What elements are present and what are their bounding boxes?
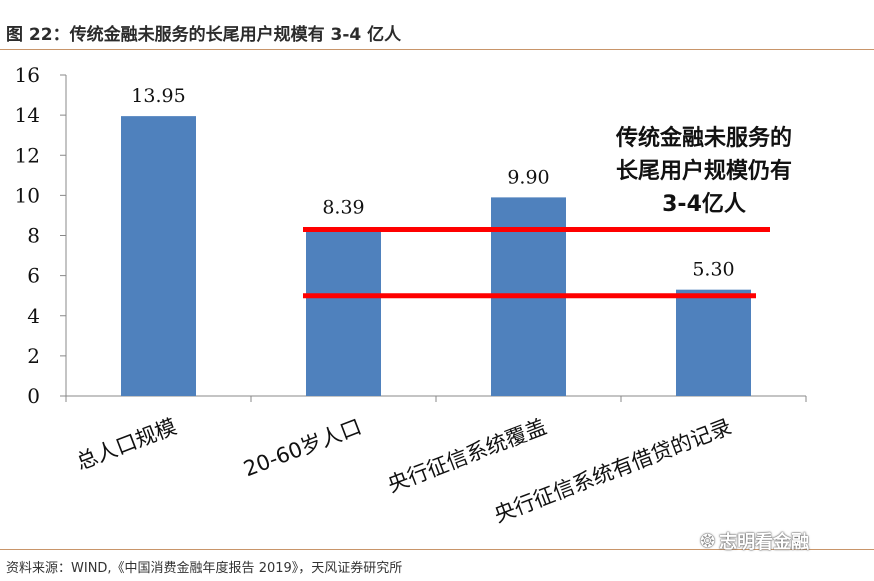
figure-title: 图 22：传统金融未服务的长尾用户规模有 3-4 亿人 bbox=[6, 25, 402, 45]
reference-lines bbox=[303, 226, 770, 299]
watermark: ❂ 志明看金融 bbox=[700, 528, 809, 554]
watermark-text: 志明看金融 bbox=[719, 532, 810, 553]
footer-divider bbox=[0, 549, 874, 550]
category-label: 20-60岁人口 bbox=[240, 414, 364, 481]
title-divider bbox=[0, 49, 874, 50]
y-tick-label: 14 bbox=[15, 103, 40, 127]
category-label: 央行征信系统覆盖 bbox=[384, 414, 549, 497]
y-tick-label: 4 bbox=[27, 304, 40, 328]
y-axis: 0 2 4 6 8 10 12 14 16 bbox=[15, 63, 67, 408]
bar-value-label: 13.95 bbox=[131, 85, 185, 107]
data-labels: 13.95 8.39 9.90 5.30 bbox=[131, 85, 734, 281]
annotation-line: 3-4亿人 bbox=[662, 192, 746, 217]
y-tick-label: 6 bbox=[27, 264, 40, 288]
bar bbox=[676, 289, 751, 396]
y-tick-label: 8 bbox=[27, 224, 40, 248]
bar bbox=[306, 227, 381, 396]
category-label: 总人口规模 bbox=[73, 414, 180, 474]
y-tick-label: 10 bbox=[15, 183, 40, 207]
y-tick-label: 0 bbox=[27, 384, 40, 408]
y-tick-label: 2 bbox=[27, 344, 40, 368]
bar-value-label: 5.30 bbox=[692, 259, 734, 281]
annotation-line: 传统金融未服务的 bbox=[615, 125, 792, 151]
x-axis bbox=[65, 395, 807, 402]
bar-value-label: 9.90 bbox=[507, 166, 549, 188]
wechat-icon: ❂ bbox=[700, 530, 716, 552]
y-tick-label: 12 bbox=[15, 143, 40, 167]
bar bbox=[121, 116, 196, 397]
y-tick-label: 16 bbox=[15, 63, 40, 87]
annotation-line: 长尾用户规模仍有 bbox=[616, 158, 792, 184]
bar-value-label: 8.39 bbox=[322, 197, 364, 219]
source-note: 资料来源：WIND,《中国消费金融年度报告 2019》，天风证券研究所 bbox=[6, 561, 403, 576]
